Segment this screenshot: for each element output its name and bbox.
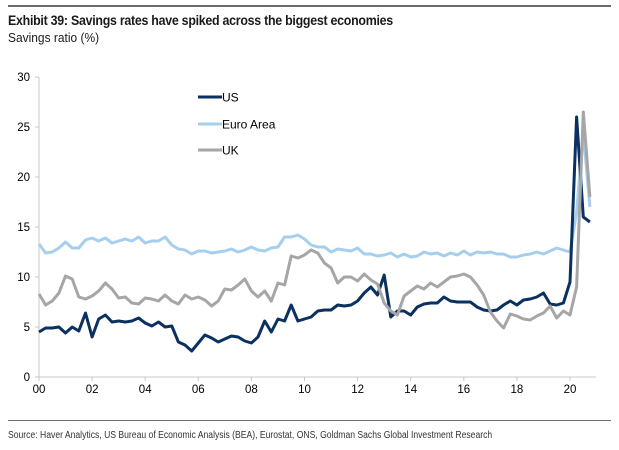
x-tick-label: 00 <box>33 384 46 396</box>
y-tick-label: 10 <box>17 272 30 284</box>
top-rule <box>8 5 611 7</box>
legend-label: UK <box>222 144 239 158</box>
x-tick-label: 06 <box>192 384 205 396</box>
source-note: Source: Haver Analytics, US Bureau of Ec… <box>8 430 493 441</box>
x-tick-label: 10 <box>298 384 311 396</box>
y-tick-label: 30 <box>17 72 30 84</box>
x-tick-label: 12 <box>351 384 364 396</box>
legend-item-uk: UK <box>198 144 239 158</box>
x-tick-label: 18 <box>511 384 524 396</box>
legend-label: Euro Area <box>222 118 276 132</box>
x-tick-label: 04 <box>139 384 152 396</box>
series-lines <box>37 110 592 353</box>
bottom-rule <box>8 420 611 421</box>
x-tick-label: 14 <box>404 384 417 396</box>
y-tick-label: 20 <box>17 172 30 184</box>
chart-title: Exhibit 39: Savings rates have spiked ac… <box>8 13 393 28</box>
chart-subtitle: Savings ratio (%) <box>8 30 100 45</box>
x-tick-label: 02 <box>86 384 99 396</box>
axes: 0 5 10 15 20 25 30 00 02 04 06 08 10 12 14 16 18 20 <box>17 72 596 396</box>
series-line-euro-area <box>37 130 592 259</box>
legend-item-euro-area: Euro Area <box>198 118 276 132</box>
y-tick-label: 5 <box>24 322 30 334</box>
legend-item-us: US <box>198 91 239 105</box>
legend-label: US <box>222 91 239 105</box>
legend: US Euro Area UK <box>198 91 276 158</box>
series-line-uk <box>37 110 592 330</box>
series-line-us <box>38 115 591 353</box>
x-tick-label: 20 <box>564 384 577 396</box>
y-tick-label: 0 <box>24 372 30 384</box>
y-tick-label: 25 <box>17 122 30 134</box>
y-tick-label: 15 <box>17 222 30 234</box>
x-tick-label: 16 <box>457 384 470 396</box>
x-tick-label: 08 <box>245 384 258 396</box>
